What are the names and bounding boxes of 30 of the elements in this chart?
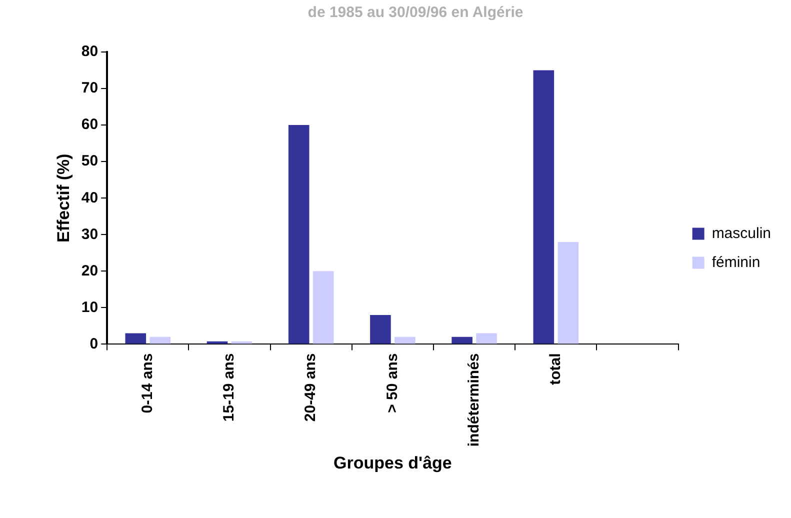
y-tick-label: 30 [81, 226, 98, 243]
x-tick-label: 0-14 ans [139, 353, 156, 414]
x-axis-title: Groupes d'âge [334, 453, 452, 472]
y-tick-label: 60 [81, 116, 98, 134]
legend-label: masculin [712, 224, 771, 242]
y-tick-label: 0 [90, 335, 98, 352]
x-tick-label: 15-19 ans [220, 353, 238, 422]
bar [452, 336, 472, 344]
x-tick-label: 20-49 ans [302, 353, 320, 422]
y-tick-label: 40 [81, 189, 98, 206]
bar [370, 315, 391, 344]
bar [288, 125, 310, 344]
chart-title: de 1985 au 30/09/96 en Algérie [308, 4, 524, 22]
bar [150, 336, 171, 344]
x-tick-label: > 50 ans [384, 353, 401, 413]
x-tick-label: indéterminés [465, 353, 482, 447]
y-tick-label: 70 [81, 80, 98, 97]
legend-label: féminin [712, 254, 760, 271]
bar [394, 336, 416, 344]
y-tick-label: 20 [81, 262, 98, 280]
x-tick-label: total [547, 353, 564, 385]
y-axis-title: Effectif (%) [54, 154, 73, 243]
bar [312, 271, 334, 344]
y-tick-label: 10 [81, 298, 98, 316]
bar [558, 242, 579, 344]
bar [533, 70, 554, 344]
bar [125, 333, 146, 344]
y-tick-label: 80 [81, 43, 98, 60]
y-tick-label: 50 [81, 152, 98, 170]
bar [476, 333, 497, 344]
